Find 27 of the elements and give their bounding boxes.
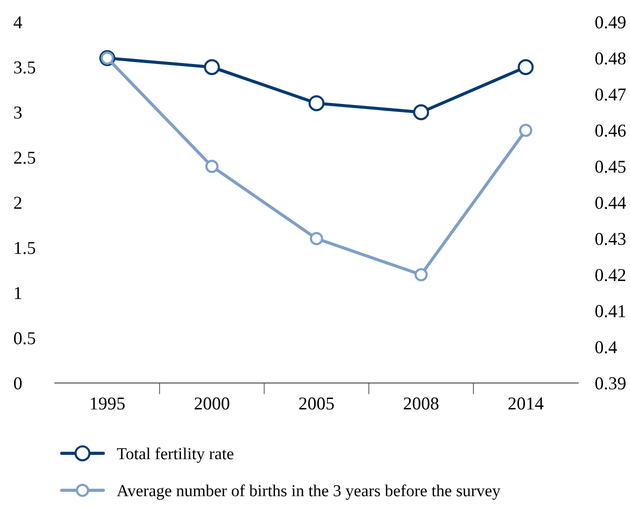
x-tick-label: 2008: [404, 397, 438, 410]
y2-tick-label: 0.46: [595, 124, 626, 137]
y-tick-label: 2.5: [14, 152, 36, 164]
x-tick-label: 2005: [299, 397, 334, 410]
x-tick-label: 1995: [90, 397, 125, 410]
x-tick-label: 2014: [508, 397, 544, 410]
y2-tick-label: 0.39: [595, 377, 626, 390]
y-tick-label: 4: [14, 16, 22, 28]
y2-tick-label: 0.41: [595, 305, 626, 318]
y2-tick-label: 0.4: [595, 341, 617, 354]
x-tick-label: 2000: [194, 397, 230, 410]
y-tick-label: 3: [14, 106, 22, 119]
y2-tick-label: 0.44: [595, 196, 626, 210]
y-tick-label: 1.5: [14, 242, 36, 254]
y-tick-label: 1: [14, 287, 22, 300]
legend-label: Average number of births in the 3 years before the survey: [116, 484, 500, 500]
y-tick-label: 3.5: [14, 61, 36, 74]
y2-tick-label: 0.43: [595, 232, 626, 246]
y2-tick-label: 0.48: [595, 52, 626, 65]
y2-tick-label: 0.49: [595, 16, 626, 29]
y2-tick-label: 0.42: [595, 268, 626, 282]
y2-tick-label: 0.47: [595, 88, 626, 101]
y2-tick-label: 0.45: [595, 160, 626, 173]
y-tick-label: 0: [14, 377, 22, 390]
y-tick-label: 0.5: [14, 332, 36, 344]
legend-label: Total fertility rate: [116, 447, 234, 463]
y-tick-label: 2: [14, 196, 22, 209]
